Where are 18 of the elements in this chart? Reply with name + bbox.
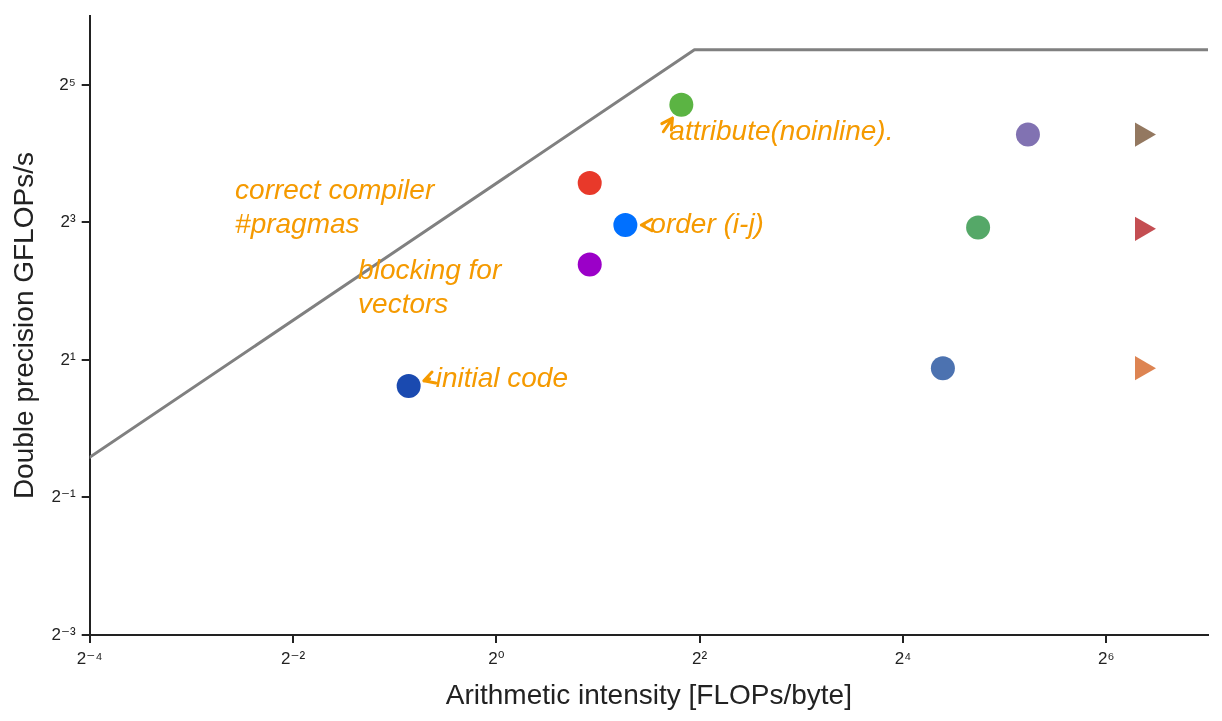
y-axis-title: Double precision GFLOPs/s	[7, 152, 39, 500]
y-tick-label: 2⁻¹	[51, 487, 77, 507]
annotation: order (i-j)	[650, 207, 764, 239]
annotation: attribute(noinline).	[669, 114, 894, 146]
y-tick-label: 2³	[60, 212, 77, 232]
x-axis-title: Arithmetic intensity [FLOPs/byte]	[445, 678, 852, 710]
y-tick-label: 2¹	[60, 349, 77, 369]
x-tick-label: 2⁴	[894, 648, 912, 668]
x-tick-label: 2⁰	[488, 648, 505, 668]
x-tick-label: 2²	[692, 648, 708, 668]
annotation: blocking for vectors	[358, 254, 503, 320]
annotation: correct compiler #pragmas	[235, 173, 436, 239]
x-tick-label: 2⁻²	[280, 648, 306, 668]
annotation: initial code	[435, 361, 568, 393]
x-tick-label: 2⁶	[1098, 648, 1115, 668]
y-tick-label: 2⁻³	[51, 624, 77, 644]
y-tick-label: 2⁵	[59, 74, 76, 94]
x-tick-label: 2⁻⁴	[76, 648, 103, 668]
